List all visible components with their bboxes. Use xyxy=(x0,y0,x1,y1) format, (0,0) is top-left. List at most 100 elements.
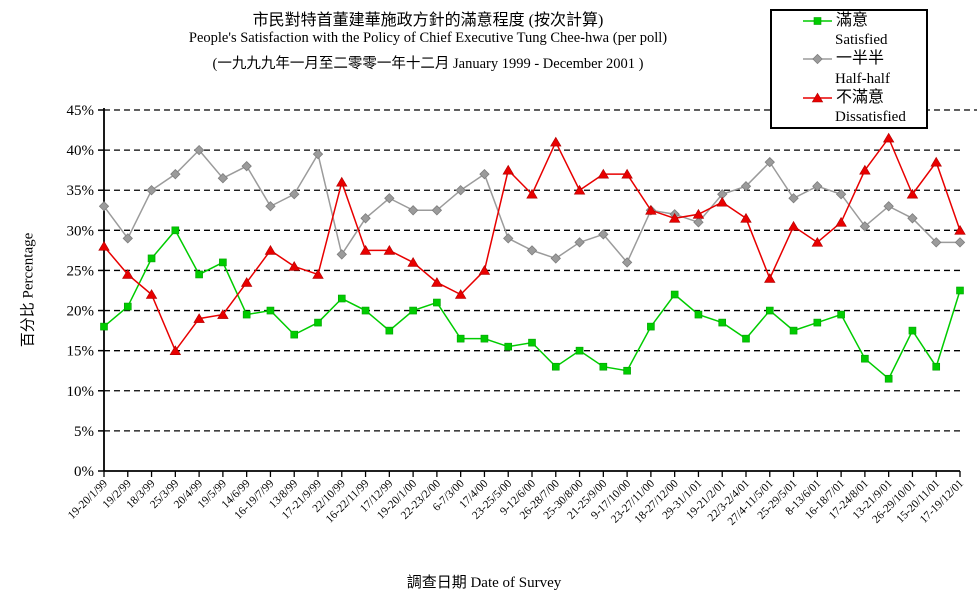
diamond-marker-icon xyxy=(98,201,110,212)
triangle-marker-icon xyxy=(740,212,752,223)
y-tick-label: 45% xyxy=(67,103,95,119)
square-marker-icon xyxy=(433,298,441,307)
y-tick-label: 30% xyxy=(67,223,95,239)
legend-item-halfhalf: 一半半 xyxy=(772,50,926,68)
y-tick-label: 35% xyxy=(67,183,95,199)
diamond-marker-icon xyxy=(526,245,538,256)
diamond-marker-icon xyxy=(431,205,443,216)
square-marker-icon xyxy=(932,362,941,371)
triangle-marker-icon xyxy=(573,184,586,195)
square-marker-icon xyxy=(599,362,608,371)
diamond-marker-icon xyxy=(574,237,585,248)
triangle-marker-icon xyxy=(193,313,205,323)
y-tick-label: 10% xyxy=(67,384,95,400)
triangle-marker-icon xyxy=(336,176,348,187)
square-marker-icon xyxy=(314,318,322,327)
square-marker-icon xyxy=(789,326,798,335)
triangle-marker-icon xyxy=(312,269,324,279)
legend-label-halfhalf-en: Half-half xyxy=(835,70,890,87)
square-marker-icon xyxy=(765,306,774,315)
y-tick-label: 25% xyxy=(67,263,95,279)
square-marker-icon xyxy=(123,302,132,311)
triangle-marker-icon xyxy=(787,220,800,231)
triangle-marker-icon xyxy=(668,212,681,223)
diamond-marker-icon xyxy=(336,249,347,260)
triangle-marker-icon xyxy=(502,164,514,175)
halfhalf-marker-icon xyxy=(803,53,832,65)
legend-item-satisfied: 滿意 xyxy=(772,12,926,30)
diamond-marker-icon xyxy=(217,173,229,184)
legend-label-dissatisfied-zh: 不滿意 xyxy=(836,88,885,106)
diamond-marker-icon xyxy=(693,217,704,228)
legend-label-dissatisfied-en: Dissatisfied xyxy=(835,108,906,125)
legend-item-dissatisfied: 不滿意 xyxy=(772,89,926,107)
triangle-marker-icon xyxy=(383,244,396,255)
square-marker-icon xyxy=(147,254,156,263)
triangle-marker-icon xyxy=(811,236,824,247)
triangle-marker-icon xyxy=(882,132,895,143)
diamond-marker-icon xyxy=(360,213,371,224)
square-marker-icon xyxy=(647,322,655,331)
square-marker-icon xyxy=(100,322,108,331)
triangle-marker-icon xyxy=(550,136,562,147)
square-marker-icon xyxy=(528,338,536,347)
diamond-marker-icon xyxy=(241,160,252,172)
triangle-marker-icon xyxy=(122,269,134,279)
square-marker-icon xyxy=(480,334,489,343)
diamond-marker-icon xyxy=(740,181,752,192)
square-marker-icon xyxy=(956,286,964,295)
legend-label-satisfied-zh: 滿意 xyxy=(836,12,869,29)
square-marker-icon xyxy=(908,326,917,335)
triangle-marker-icon xyxy=(859,164,871,175)
chart-period: (一九九九年一月至二零零一年十二月 January 1999 - Decembe… xyxy=(212,56,644,72)
diamond-marker-icon xyxy=(812,54,823,65)
y-tick-label: 0% xyxy=(74,464,94,480)
diamond-marker-icon xyxy=(479,169,490,180)
triangle-marker-icon xyxy=(478,265,491,275)
square-marker-icon xyxy=(551,362,560,371)
diamond-marker-icon xyxy=(193,144,205,156)
diamond-marker-icon xyxy=(883,201,894,212)
triangle-marker-icon xyxy=(954,224,966,235)
triangle-marker-icon xyxy=(145,289,158,299)
diamond-marker-icon xyxy=(954,237,966,248)
dissatisfied-marker-icon xyxy=(803,92,832,104)
diamond-marker-icon xyxy=(289,189,300,200)
triangle-marker-icon xyxy=(98,240,110,251)
square-marker-icon xyxy=(361,306,370,315)
diamond-marker-icon xyxy=(384,193,395,204)
y-axis-title: 百分比 Percentage xyxy=(20,232,37,348)
triangle-marker-icon xyxy=(240,277,253,287)
square-marker-icon xyxy=(337,294,346,303)
diamond-marker-icon xyxy=(859,221,871,232)
square-marker-icon xyxy=(813,318,822,327)
triangle-marker-icon xyxy=(930,156,942,167)
triangle-marker-icon xyxy=(454,289,467,299)
y-tick-label: 15% xyxy=(67,344,95,360)
square-marker-icon xyxy=(456,334,465,343)
diamond-marker-icon xyxy=(312,148,324,160)
square-marker-icon xyxy=(575,346,584,355)
square-marker-icon xyxy=(694,310,703,319)
y-tick-label: 40% xyxy=(67,143,95,159)
square-marker-icon xyxy=(504,342,513,351)
triangle-marker-icon xyxy=(526,188,538,199)
diamond-marker-icon xyxy=(122,233,133,244)
triangle-marker-icon xyxy=(716,196,728,207)
square-marker-icon xyxy=(242,310,251,319)
diamond-marker-icon xyxy=(835,189,847,200)
diamond-marker-icon xyxy=(550,253,561,264)
x-axis-title: 調查日期 Date of Survey xyxy=(406,575,562,591)
square-marker-icon xyxy=(813,17,822,25)
square-marker-icon xyxy=(266,306,275,315)
triangle-marker-icon xyxy=(264,244,277,255)
square-marker-icon xyxy=(623,366,631,375)
triangle-marker-icon xyxy=(835,216,847,227)
triangle-marker-icon xyxy=(811,92,824,103)
chart-title-en: People's Satisfaction with the Policy of… xyxy=(188,30,668,46)
diamond-marker-icon xyxy=(503,233,514,244)
triangle-marker-icon xyxy=(764,273,776,283)
square-marker-icon xyxy=(837,310,845,319)
